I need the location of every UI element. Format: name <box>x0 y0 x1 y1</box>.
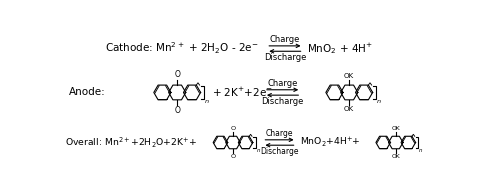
Text: Discharge: Discharge <box>260 147 299 156</box>
Text: OK: OK <box>392 154 400 159</box>
Text: n: n <box>419 148 422 153</box>
Text: OK: OK <box>344 73 354 79</box>
Text: MnO$_2$ + 4H$^{+}$: MnO$_2$ + 4H$^{+}$ <box>306 41 372 56</box>
Text: Overall: Mn$^{2+}$+2H$_2$O+2K$^{+}$+: Overall: Mn$^{2+}$+2H$_2$O+2K$^{+}$+ <box>65 135 196 150</box>
Text: + 2K$^{+}$+2e$^{-}$: + 2K$^{+}$+2e$^{-}$ <box>212 86 273 99</box>
Text: OK: OK <box>392 126 400 131</box>
Text: MnO$_2$+4H$^{+}$+: MnO$_2$+4H$^{+}$+ <box>300 136 360 149</box>
Text: O: O <box>230 154 235 159</box>
Text: Cathode: Mn$^{2+}$ + 2H$_2$O - 2e$^{-}$: Cathode: Mn$^{2+}$ + 2H$_2$O - 2e$^{-}$ <box>105 41 258 56</box>
Text: n: n <box>377 99 381 104</box>
Text: O: O <box>230 126 235 131</box>
Text: Charge: Charge <box>270 35 300 44</box>
Text: Anode:: Anode: <box>68 87 106 97</box>
Text: n: n <box>205 99 209 104</box>
Text: O: O <box>174 106 180 115</box>
Text: OK: OK <box>344 106 354 112</box>
Text: Discharge: Discharge <box>262 97 304 106</box>
Text: O: O <box>174 70 180 79</box>
Text: n: n <box>256 148 260 153</box>
Text: Charge: Charge <box>268 79 298 88</box>
Text: Discharge: Discharge <box>264 53 306 62</box>
Text: Charge: Charge <box>266 129 293 138</box>
